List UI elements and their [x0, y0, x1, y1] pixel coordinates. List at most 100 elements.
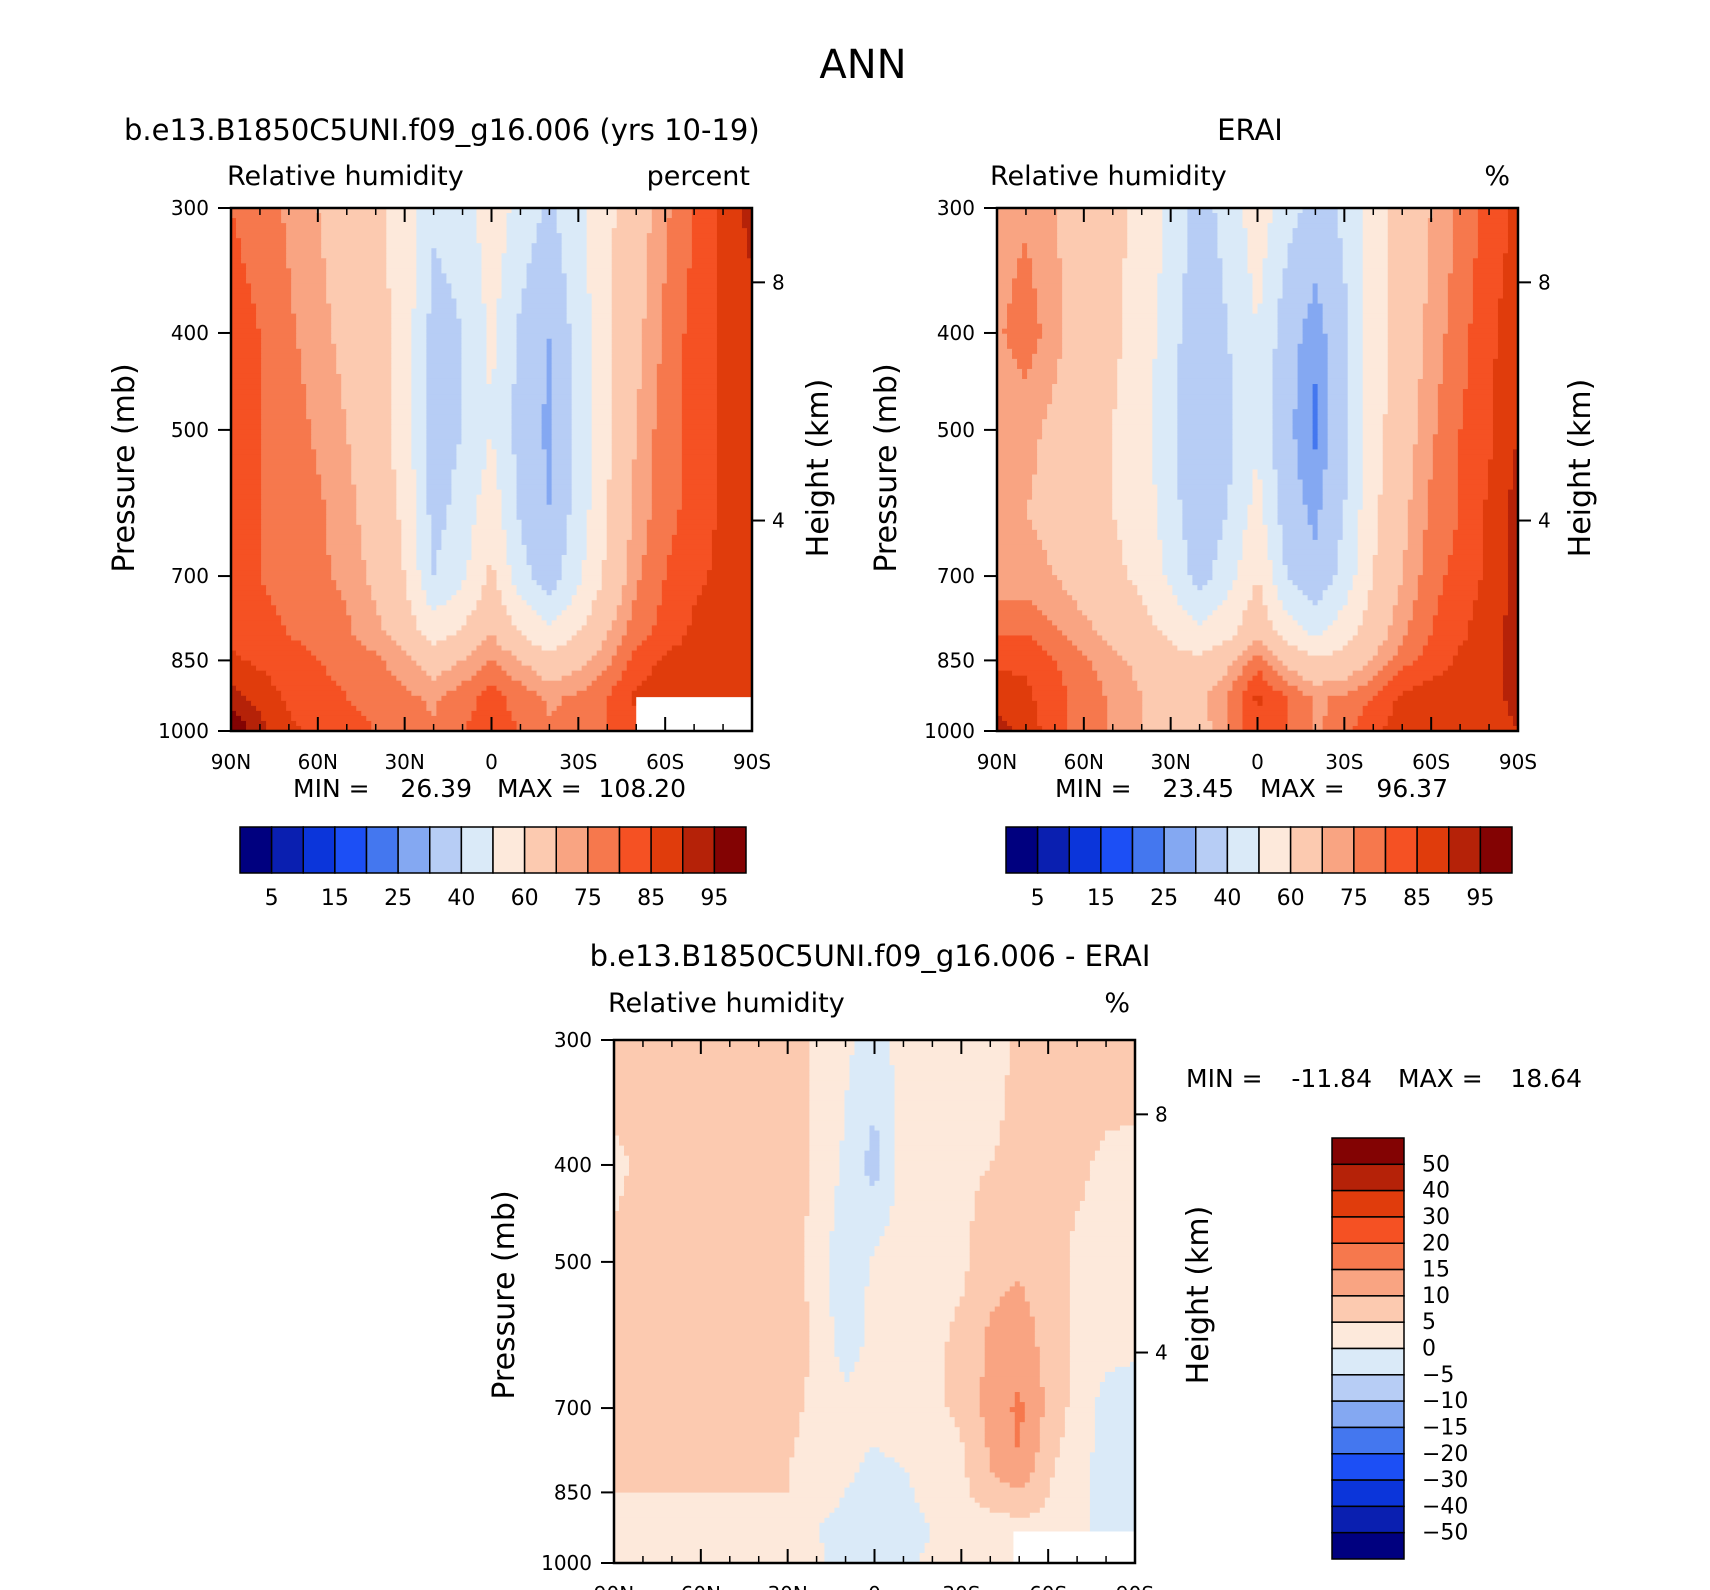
model-contour-cell — [241, 715, 262, 722]
model-contour-cell — [516, 368, 548, 375]
obs-contour-cell — [1282, 524, 1314, 531]
model-contour-cell — [541, 439, 553, 445]
obs-contour-cell — [1272, 560, 1284, 566]
obs-contour-cell — [1472, 273, 1504, 280]
diff-contour-cell — [894, 1085, 1006, 1091]
obs-contour-cell — [1207, 715, 1229, 722]
model-contour-cell — [431, 263, 442, 269]
obs-contour-cell — [1042, 610, 1083, 616]
model-contour-cell — [421, 570, 432, 576]
obs-contour-cell — [1152, 373, 1178, 380]
obs-contour-cell — [997, 489, 1033, 496]
obs-contour-cell — [1122, 258, 1163, 264]
model-contour-cell — [486, 685, 498, 692]
model-contour-cell — [346, 610, 377, 616]
obs-contour-cell — [1472, 610, 1509, 616]
diff-colorbar-label: 5 — [1422, 1310, 1436, 1335]
model-contour-cell — [716, 238, 748, 244]
model-contour-cell — [576, 590, 598, 596]
model-contour-cell — [631, 499, 653, 506]
obs-contour-cell — [1217, 554, 1244, 561]
model-contour-cell — [746, 233, 753, 239]
model-contour-cell — [416, 494, 427, 501]
model-contour-cell — [436, 570, 468, 576]
obs-y-tick-label: 850 — [937, 648, 975, 672]
obs-contour-cell — [1282, 288, 1314, 295]
model-contour-cell — [526, 549, 568, 556]
model-colorbar-label: 5 — [265, 886, 279, 911]
model-contour-cell — [516, 720, 608, 727]
obs-contour-cell — [1252, 288, 1264, 295]
model-contour-cell — [656, 660, 753, 667]
obs-contour-cell — [1182, 273, 1224, 280]
obs-contour-cell — [1157, 499, 1183, 506]
obs-contour-cell — [997, 479, 1033, 486]
diff-contour-cell — [1009, 1512, 1031, 1519]
model-contour-cell — [431, 524, 448, 531]
obs-contour-cell — [1452, 208, 1479, 214]
diff-contour-cell — [944, 1386, 981, 1393]
obs-contour-cell — [1382, 434, 1419, 440]
obs-contour-cell — [1152, 424, 1178, 430]
obs-contour-cell — [1457, 479, 1489, 486]
model-contour-cell — [306, 394, 342, 400]
model-contour-cell — [441, 544, 473, 551]
model-contour-cell — [551, 394, 573, 400]
model-contour-cell — [516, 328, 573, 335]
diff-contour-cell — [614, 1472, 790, 1479]
model-contour-cell — [231, 630, 287, 637]
model-contour-cell — [351, 459, 392, 466]
model-contour-cell — [571, 378, 593, 385]
obs-contour-cell — [1152, 399, 1178, 405]
model-contour-cell — [606, 725, 648, 732]
obs-contour-cell — [1462, 399, 1494, 405]
model-contour-cell — [601, 585, 623, 591]
obs-contour-cell — [1047, 650, 1083, 657]
model-contour-cell — [391, 449, 412, 456]
model-contour-cell — [546, 399, 553, 405]
obs-contour-cell — [1157, 338, 1183, 345]
model-contour-cell — [326, 288, 392, 295]
model-contour-cell — [661, 348, 683, 355]
model-contour-cell — [551, 474, 573, 481]
diff-contour-cell — [869, 1261, 971, 1267]
model-contour-cell — [556, 705, 608, 712]
obs-contour-cell — [1322, 323, 1349, 330]
model-contour-cell — [431, 710, 437, 717]
model-contour-cell — [696, 600, 753, 606]
obs-contour-cell — [1472, 615, 1504, 621]
model-contour-cell — [426, 353, 463, 360]
diff-contour-cell — [849, 1482, 911, 1489]
obs-contour-cell — [1062, 585, 1138, 591]
diff-contour-cell — [944, 1351, 986, 1358]
model-contour-cell — [541, 429, 553, 435]
obs-contour-cell — [1062, 298, 1123, 305]
model-contour-cell — [661, 313, 688, 320]
diff-contour-cell — [1009, 1286, 1026, 1293]
obs-contour-cell — [1477, 218, 1509, 224]
model-contour-cell — [466, 575, 488, 581]
obs-contour-cell — [1507, 519, 1519, 526]
diff-colorbar-label: −20 — [1422, 1442, 1468, 1467]
model-contour-cell — [586, 554, 608, 561]
obs-contour-cell — [1302, 338, 1329, 345]
diff-contour-cell — [1089, 1472, 1136, 1479]
obs-contour-cell — [1297, 620, 1334, 626]
diff-contour-cell — [1004, 1085, 1136, 1091]
obs-contour-cell — [1122, 348, 1158, 355]
obs-contour-cell — [1502, 660, 1519, 667]
diff-contour-cell — [614, 1412, 800, 1418]
model-contour-cell — [666, 258, 693, 264]
model-contour-cell — [686, 278, 718, 285]
model-contour-cell — [571, 368, 593, 375]
obs-contour-cell — [1262, 499, 1279, 506]
obs-contour-cell — [1502, 650, 1519, 657]
model-colorbar-box — [429, 826, 463, 874]
obs-contour-cell — [1507, 233, 1519, 239]
model-contour-cell — [261, 519, 327, 526]
obs-contour-cell — [1422, 565, 1449, 571]
obs-contour-cell — [1317, 524, 1344, 531]
model-contour-cell — [576, 585, 603, 591]
model-contour-cell — [611, 228, 653, 234]
